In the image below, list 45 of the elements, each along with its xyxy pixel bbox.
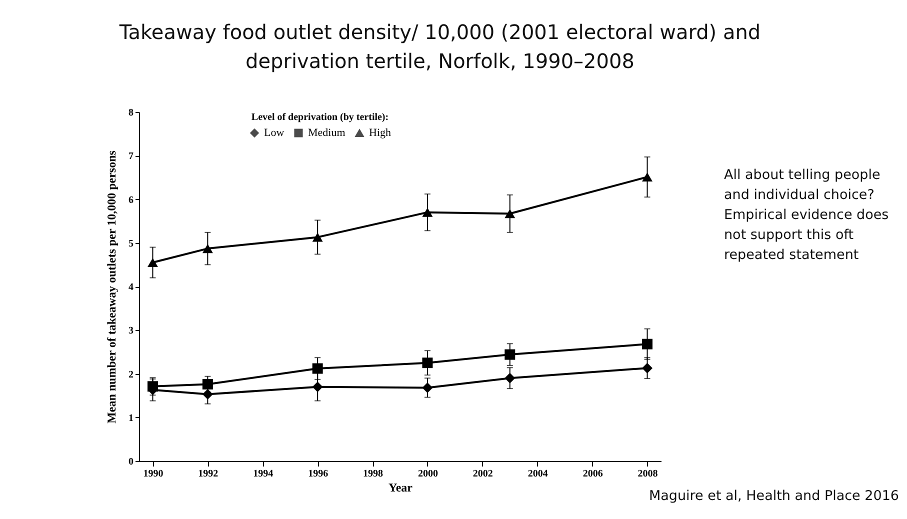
y-tick-label: 3 [128,326,134,337]
point [147,381,158,392]
point [642,172,653,182]
y-tick-label: 8 [128,108,134,118]
y-tick-label: 5 [128,238,134,250]
y-tick-label: 1 [128,412,134,424]
chart-title: Takeaway food outlet density/ 10,000 (2001 electoral ward) and deprivation tertile, Norfolk, 1990–2008 [118,19,762,75]
x-tick-label: 2002 [472,468,493,480]
y-tick-label: 2 [128,369,134,380]
point [422,208,433,217]
point [642,338,653,350]
point [504,349,516,360]
point [202,389,213,400]
y-tick-label: 0 [128,456,134,468]
x-axis-title: Year [388,480,414,494]
y-axis-title: Mean number of takeaway outlets per 10,000 persons [104,150,118,424]
legend-label: Low [264,126,284,139]
legend-label: Medium [308,126,346,139]
point [202,378,213,390]
point [312,382,323,392]
legend-label: High [369,127,392,140]
point [422,382,433,393]
x-tick-label: 2000 [418,468,438,480]
y-tick-label: 6 [128,194,134,206]
x-tick-label: 1992 [198,468,218,480]
legend-title: Level of deprivation (by tertile): [251,112,389,123]
point [312,232,323,242]
x-tick-label: 1990 [143,468,164,480]
y-tick-label: 4 [128,282,134,293]
point [147,258,158,268]
x-tick-label: 2006 [582,468,603,480]
point [504,372,516,384]
text: Maguire et al, Health and Place 2016 [649,487,899,506]
x-tick-label: 1998 [363,468,384,480]
point [642,362,653,374]
point [202,244,213,254]
point [312,363,323,374]
x-tick-label: 1994 [253,468,274,480]
text: All about telling people and individual choice? Empirical evidence does not support this oft repeated statement [724,166,890,265]
x-tick-label: 2004 [528,468,548,480]
y-tick-label: 7 [128,151,134,162]
x-tick-label: 2008 [638,468,658,480]
point [422,358,433,368]
point [504,209,516,218]
x-tick-label: 1996 [308,468,328,480]
